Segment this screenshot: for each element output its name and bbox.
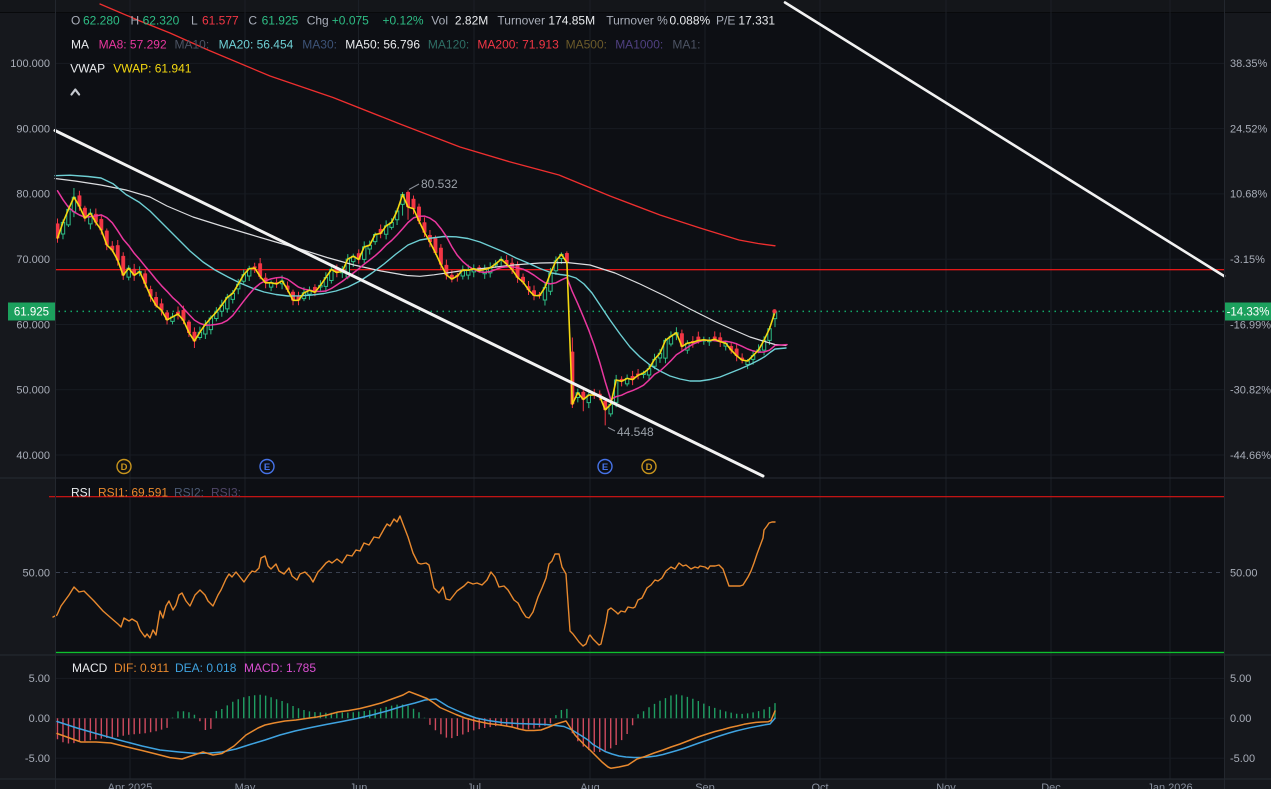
svg-text:62.320: 62.320	[143, 14, 180, 28]
svg-text:17.331: 17.331	[738, 14, 775, 28]
svg-text:MA10:: MA10:	[175, 38, 210, 52]
svg-text:Dec: Dec	[1041, 782, 1061, 789]
svg-text:VWAP: 61.941: VWAP: 61.941	[113, 62, 192, 76]
svg-text:MACD: MACD	[72, 661, 108, 675]
svg-text:Turnover %: Turnover %	[606, 14, 668, 28]
svg-text:DEA: 0.018: DEA: 0.018	[175, 661, 237, 675]
svg-text:Sep: Sep	[695, 782, 715, 789]
svg-text:40.000: 40.000	[16, 450, 50, 462]
svg-text:38.35%: 38.35%	[1230, 58, 1268, 70]
svg-text:H: H	[131, 14, 140, 28]
svg-text:D: D	[646, 462, 653, 473]
svg-text:MA30:: MA30:	[302, 38, 337, 52]
svg-text:+0.075: +0.075	[332, 14, 369, 28]
svg-text:Jul: Jul	[467, 782, 481, 789]
svg-text:80.532: 80.532	[421, 177, 458, 191]
svg-text:RSI1: 69.591: RSI1: 69.591	[98, 486, 168, 500]
svg-text:Oct: Oct	[811, 782, 828, 789]
svg-text:0.00: 0.00	[1230, 713, 1251, 725]
svg-text:-30.82%: -30.82%	[1230, 385, 1271, 397]
svg-text:MA8: 57.292: MA8: 57.292	[99, 38, 167, 52]
svg-text:-14.33%: -14.33%	[1227, 307, 1270, 319]
svg-text:RSI2:: RSI2:	[174, 486, 204, 500]
svg-text:50.000: 50.000	[16, 385, 50, 397]
svg-text:+0.12%: +0.12%	[383, 14, 424, 28]
svg-text:Turnover: Turnover	[497, 14, 545, 28]
svg-text:May: May	[235, 782, 256, 789]
svg-text:VWAP: VWAP	[70, 62, 105, 76]
svg-text:L: L	[191, 14, 198, 28]
svg-text:Apr 2025: Apr 2025	[108, 782, 153, 789]
svg-text:100.000: 100.000	[10, 58, 50, 70]
svg-text:MA200: 71.913: MA200: 71.913	[477, 38, 559, 52]
svg-text:10.68%: 10.68%	[1230, 189, 1268, 201]
svg-text:0.00: 0.00	[29, 713, 50, 725]
svg-text:-3.15%: -3.15%	[1230, 254, 1265, 266]
svg-text:MA500:: MA500:	[566, 38, 607, 52]
svg-text:E: E	[264, 462, 270, 473]
svg-text:90.000: 90.000	[16, 123, 50, 135]
svg-text:DIF: 0.911: DIF: 0.911	[114, 661, 169, 675]
svg-text:MA: MA	[71, 38, 89, 52]
svg-text:50.00: 50.00	[22, 567, 50, 579]
svg-text:MA1:: MA1:	[672, 38, 700, 52]
svg-text:24.52%: 24.52%	[1230, 123, 1268, 135]
svg-text:2.82M: 2.82M	[455, 14, 488, 28]
svg-text:Nov: Nov	[936, 782, 956, 789]
svg-text:5.00: 5.00	[29, 673, 50, 685]
svg-text:MACD: 1.785: MACD: 1.785	[244, 661, 316, 675]
svg-text:MA20: 56.454: MA20: 56.454	[219, 38, 294, 52]
svg-text:-44.66%: -44.66%	[1230, 450, 1271, 462]
svg-text:61.925: 61.925	[14, 307, 49, 319]
svg-text:174.85M: 174.85M	[548, 14, 595, 28]
svg-text:0.088%: 0.088%	[670, 14, 711, 28]
svg-text:RSI: RSI	[71, 486, 91, 500]
svg-text:MA50: 56.796: MA50: 56.796	[345, 38, 420, 52]
svg-text:Jun: Jun	[350, 782, 368, 789]
svg-text:MA120:: MA120:	[428, 38, 469, 52]
svg-text:5.00: 5.00	[1230, 673, 1251, 685]
svg-text:61.925: 61.925	[262, 14, 299, 28]
svg-text:O: O	[71, 14, 80, 28]
svg-text:70.000: 70.000	[16, 254, 50, 266]
svg-text:P/E: P/E	[716, 14, 735, 28]
svg-text:61.577: 61.577	[202, 14, 239, 28]
svg-text:44.548: 44.548	[617, 425, 654, 439]
svg-text:-5.00: -5.00	[25, 753, 50, 765]
svg-text:Chg: Chg	[307, 14, 329, 28]
svg-text:RSI3:: RSI3:	[211, 486, 241, 500]
svg-text:62.280: 62.280	[83, 14, 120, 28]
svg-text:C: C	[248, 14, 257, 28]
svg-text:-5.00: -5.00	[1230, 753, 1255, 765]
svg-text:E: E	[602, 462, 608, 473]
svg-text:50.00: 50.00	[1230, 567, 1258, 579]
svg-text:-16.99%: -16.99%	[1230, 319, 1271, 331]
svg-text:Vol: Vol	[431, 14, 448, 28]
svg-text:D: D	[121, 462, 128, 473]
svg-text:60.000: 60.000	[16, 319, 50, 331]
svg-text:Jan 2026: Jan 2026	[1147, 782, 1192, 789]
svg-text:MA1000:: MA1000:	[615, 38, 663, 52]
svg-text:80.000: 80.000	[16, 189, 50, 201]
svg-text:Aug: Aug	[580, 782, 600, 789]
